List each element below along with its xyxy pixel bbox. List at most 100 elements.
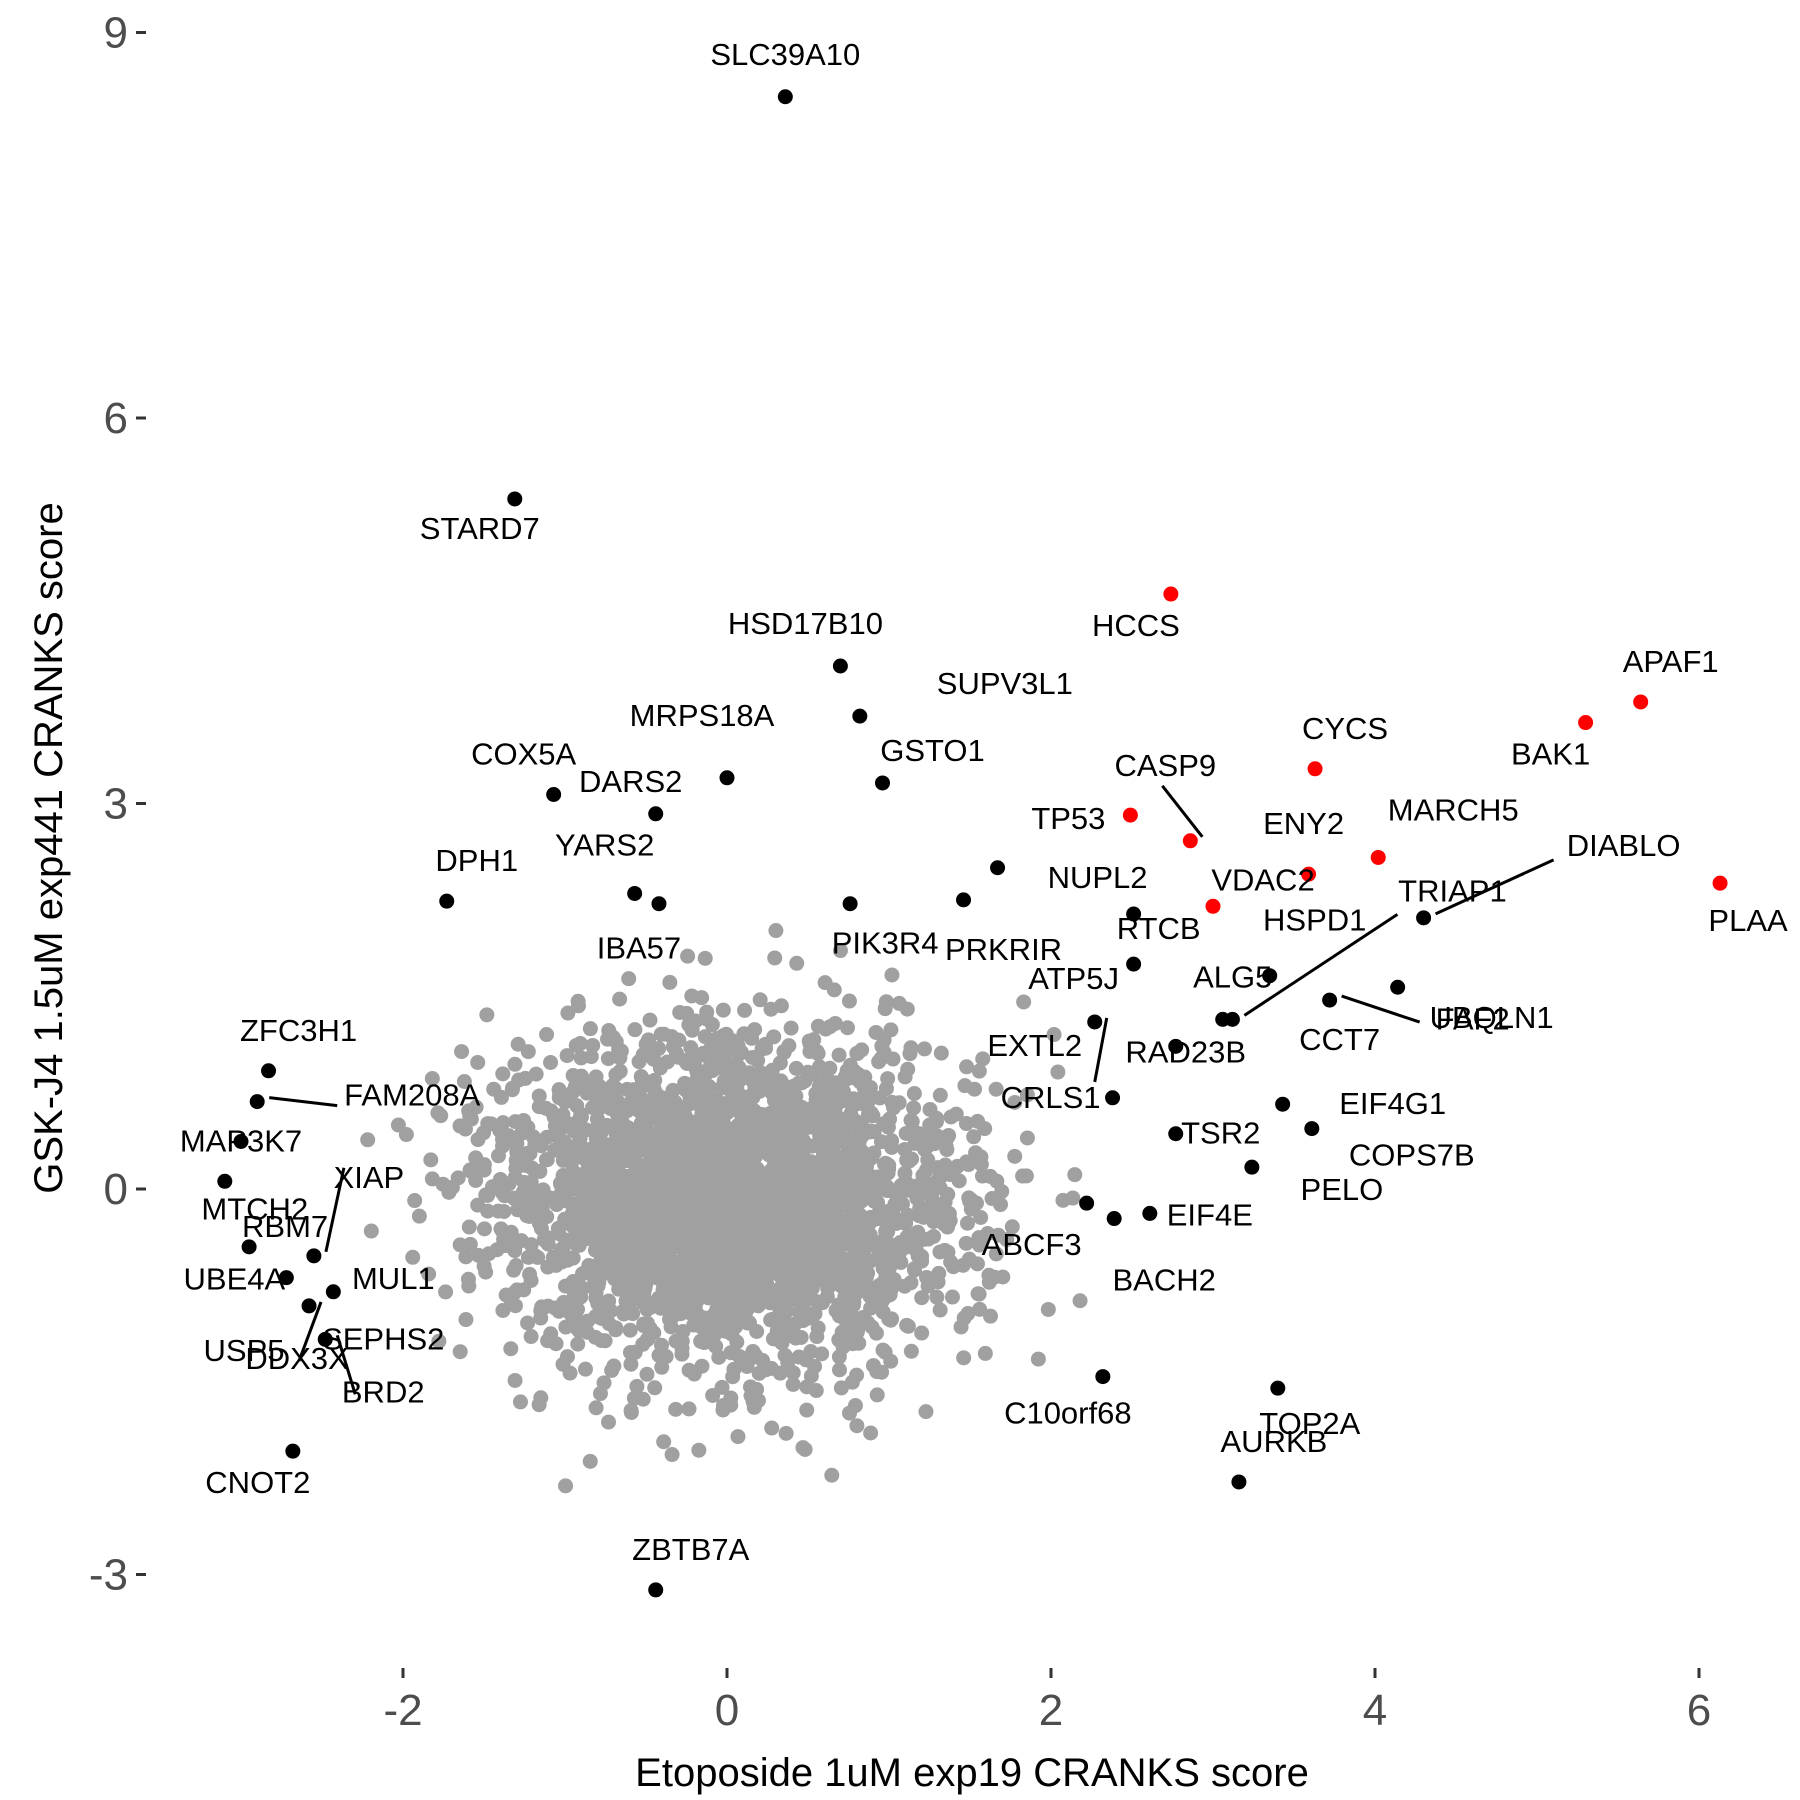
background-point: [695, 1317, 711, 1333]
background-point: [601, 1414, 617, 1430]
label-brd2: BRD2: [342, 1374, 425, 1409]
background-point: [988, 1246, 1004, 1262]
label-mul1: MUL1: [352, 1261, 435, 1296]
background-point: [841, 993, 857, 1009]
label-casp9: CASP9: [1114, 748, 1216, 783]
background-point: [701, 1258, 717, 1274]
background-point: [903, 1343, 919, 1359]
point-map3k7: [233, 1133, 249, 1149]
background-point: [1019, 1130, 1035, 1146]
background-point: [785, 1376, 801, 1392]
background-point: [899, 1229, 915, 1245]
background-point: [585, 1140, 601, 1156]
point-fam208a: [249, 1094, 265, 1110]
background-point: [772, 1055, 788, 1071]
background-point: [906, 1086, 922, 1102]
background-point: [556, 1133, 572, 1149]
background-point: [873, 1051, 889, 1067]
background-point: [407, 1193, 423, 1209]
background-point: [822, 1074, 838, 1090]
background-point: [884, 1255, 900, 1271]
background-point: [520, 1044, 536, 1060]
background-point: [831, 1349, 847, 1365]
background-point: [468, 1172, 484, 1188]
background-point: [567, 1150, 583, 1166]
leader-line: [1161, 784, 1204, 838]
background-point: [776, 1206, 792, 1222]
point-eif4e: [1142, 1205, 1158, 1221]
background-point: [800, 1196, 816, 1212]
background-point: [563, 1217, 579, 1233]
x-tick-label: 2: [1039, 1686, 1063, 1735]
background-point: [764, 1420, 780, 1436]
background-point: [775, 1299, 791, 1315]
label-bach2: BACH2: [1112, 1263, 1215, 1298]
background-point: [718, 1026, 734, 1042]
background-point: [783, 1020, 799, 1036]
background-point: [839, 1255, 855, 1271]
point-hsd17b10: [832, 658, 848, 674]
label-tp53: TP53: [1031, 801, 1105, 836]
background-point: [823, 1134, 839, 1150]
label-zfc3h1: ZFC3H1: [240, 1013, 357, 1048]
background-point: [363, 1223, 379, 1239]
background-point: [675, 1323, 691, 1339]
background-point: [699, 1011, 715, 1027]
background-point: [817, 1110, 833, 1126]
background-point: [744, 1197, 760, 1213]
leader-line: [1434, 858, 1555, 916]
background-point: [747, 1078, 763, 1094]
background-point: [714, 1379, 730, 1395]
background-point: [1018, 1168, 1034, 1184]
background-point: [876, 1032, 892, 1048]
background-point: [697, 950, 713, 966]
background-point: [683, 1280, 699, 1296]
background-point: [971, 1063, 987, 1079]
background-point: [899, 1317, 915, 1333]
background-point: [904, 1114, 920, 1130]
label-tsr2: TSR2: [1181, 1116, 1260, 1151]
background-point: [546, 1109, 562, 1125]
background-point: [599, 1172, 615, 1188]
background-point: [520, 1119, 536, 1135]
background-point: [878, 1080, 894, 1096]
background-point: [878, 994, 894, 1010]
background-point: [421, 1266, 437, 1282]
background-point: [507, 1372, 523, 1388]
background-point: [825, 1257, 841, 1273]
background-point: [956, 1350, 972, 1366]
background-point: [702, 1058, 718, 1074]
label-leader-lines: [269, 784, 1555, 1395]
background-point: [825, 1095, 841, 1111]
background-point: [594, 1333, 610, 1349]
background-point: [663, 1182, 679, 1198]
background-point: [937, 1242, 953, 1258]
background-point: [968, 1195, 984, 1211]
background-point: [933, 1167, 949, 1183]
background-point: [573, 1109, 589, 1125]
background-point: [995, 1269, 1011, 1285]
leader-line: [1093, 1017, 1109, 1083]
background-point: [729, 1334, 745, 1350]
background-point: [891, 995, 907, 1011]
point-supv3l1: [852, 708, 868, 724]
background-point: [612, 991, 628, 1007]
background-point: [551, 1189, 567, 1205]
background-point: [601, 1247, 617, 1263]
label-zbtb7a: ZBTB7A: [632, 1532, 749, 1567]
background-point: [919, 1269, 935, 1285]
background-point: [916, 1209, 932, 1225]
background-point: [884, 967, 900, 983]
background-point: [681, 1362, 697, 1378]
background-point: [622, 1322, 638, 1338]
background-point: [737, 1002, 753, 1018]
background-point: [680, 948, 696, 964]
background-point: [667, 1094, 683, 1110]
background-point: [479, 1007, 495, 1023]
background-point: [870, 1195, 886, 1211]
background-point: [845, 1297, 861, 1313]
background-points: [360, 923, 1088, 1494]
background-point: [498, 1238, 514, 1254]
background-point: [940, 1219, 956, 1235]
background-point: [681, 1401, 697, 1417]
